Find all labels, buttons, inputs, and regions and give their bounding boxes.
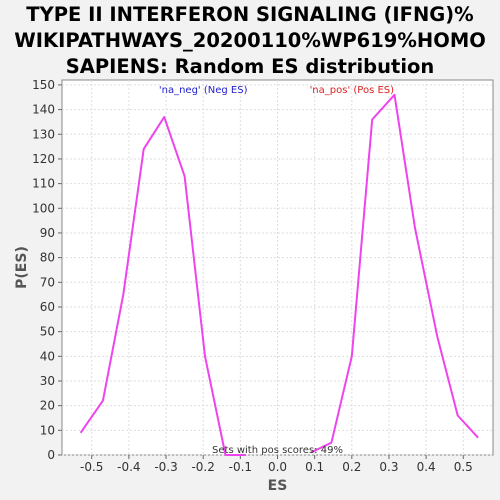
x-tick-label: -0.5 xyxy=(80,460,103,474)
y-tick-label: 60 xyxy=(40,300,55,314)
x-tick-label: 0.1 xyxy=(305,460,324,474)
y-tick-label: 110 xyxy=(32,177,55,191)
x-tick-label: 0.5 xyxy=(454,460,473,474)
x-axis: -0.5 -0.4 -0.3 -0.2 -0.1 0.0 0.1 0.2 0.3 0.4 0.5 xyxy=(80,455,473,474)
y-tick-label: 130 xyxy=(32,127,55,141)
x-tick-label: 0.2 xyxy=(342,460,361,474)
x-tick-label: -0.2 xyxy=(191,460,214,474)
chart-title-line-2: WIKIPATHWAYS_20200110%WP619%HOMO xyxy=(14,29,486,52)
pos-scores-annotation: Sets with pos scores: 49% xyxy=(212,445,343,456)
neg-es-annotation: 'na_neg' (Neg ES) xyxy=(159,85,248,96)
grid-lines xyxy=(62,80,493,456)
x-tick-label: 0.3 xyxy=(379,460,398,474)
y-tick-label: 0 xyxy=(47,448,55,462)
chart-title-line-1: TYPE II INTERFERON SIGNALING (IFNG)% xyxy=(26,3,474,26)
y-tick-label: 20 xyxy=(40,399,55,413)
x-axis-label: ES xyxy=(268,478,288,494)
pos-es-annotation: 'na_pos' (Pos ES) xyxy=(310,85,395,96)
y-tick-label: 70 xyxy=(40,275,55,289)
y-tick-label: 40 xyxy=(40,349,55,363)
x-tick-label: -0.3 xyxy=(154,460,177,474)
x-tick-label: 0.4 xyxy=(417,460,436,474)
chart-title: TYPE II INTERFERON SIGNALING (IFNG)% WIK… xyxy=(0,2,500,80)
y-tick-label: 30 xyxy=(40,374,55,388)
series-line-1 xyxy=(79,116,246,456)
y-tick-label: 10 xyxy=(40,423,55,437)
x-tick-label: -0.1 xyxy=(229,460,252,474)
y-tick-label: 50 xyxy=(40,325,55,339)
y-tick-label: 120 xyxy=(32,152,55,166)
chart-title-line-3: SAPIENS: Random ES distribution xyxy=(65,55,435,78)
x-tick-label: -0.4 xyxy=(117,460,140,474)
y-axis: 0 10 20 30 40 50 60 70 80 90 100 110 120 130 140 150 xyxy=(32,78,62,462)
y-axis-label: P(ES) xyxy=(14,246,30,289)
series-lines xyxy=(79,93,479,456)
series-line-2 xyxy=(310,93,479,454)
y-tick-label: 100 xyxy=(32,201,55,215)
y-tick-label: 90 xyxy=(40,226,55,240)
y-tick-label: 80 xyxy=(40,251,55,265)
y-tick-label: 140 xyxy=(32,103,55,117)
x-tick-label: 0.0 xyxy=(268,460,287,474)
y-tick-label: 150 xyxy=(32,78,55,92)
